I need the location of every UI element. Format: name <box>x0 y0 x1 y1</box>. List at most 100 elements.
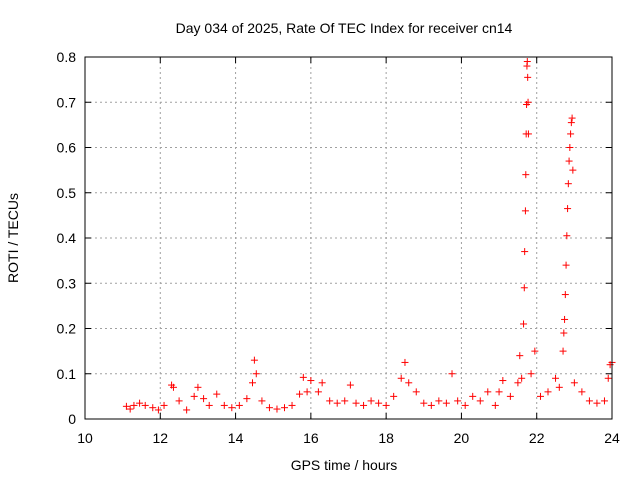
data-point <box>352 399 360 407</box>
data-point <box>476 397 484 405</box>
data-point <box>252 370 260 378</box>
data-point <box>243 395 251 403</box>
data-point <box>563 232 571 240</box>
x-tick-label: 12 <box>152 430 168 446</box>
data-point <box>360 401 368 409</box>
data-point <box>149 404 157 412</box>
data-point <box>569 166 577 174</box>
data-point <box>341 397 349 405</box>
data-point <box>461 401 469 409</box>
y-axis-ticks: 0 0.1 0.2 0.3 0.4 0.5 0.6 0.7 0.8 <box>57 49 612 427</box>
data-point <box>454 397 462 405</box>
grid-lines <box>85 57 612 419</box>
data-point <box>190 392 198 400</box>
data-point <box>273 405 281 413</box>
data-point <box>524 98 532 106</box>
data-point <box>523 58 531 66</box>
data-point <box>136 399 144 407</box>
data-point <box>578 388 586 396</box>
data-point <box>435 397 443 405</box>
data-point <box>520 284 528 292</box>
data-point <box>522 171 530 179</box>
data-point <box>213 390 221 398</box>
data-point <box>524 73 532 81</box>
y-tick-label: 0 <box>68 411 76 427</box>
data-point <box>570 379 578 387</box>
x-tick-label: 22 <box>529 430 545 446</box>
data-points <box>122 58 616 414</box>
data-point <box>420 399 428 407</box>
data-point <box>281 404 289 412</box>
data-point <box>326 397 334 405</box>
data-point <box>397 374 405 382</box>
data-point <box>249 379 257 387</box>
data-point <box>491 401 499 409</box>
data-point <box>442 399 450 407</box>
data-point <box>585 397 593 405</box>
data-point <box>564 205 572 213</box>
data-point <box>375 399 383 407</box>
data-point <box>506 392 514 400</box>
x-tick-label: 24 <box>604 430 620 446</box>
data-point <box>205 401 213 409</box>
y-axis-title: ROTI / TECUs <box>5 193 21 283</box>
data-point <box>561 291 569 299</box>
data-point <box>516 352 524 360</box>
data-point <box>183 406 191 414</box>
data-point <box>561 315 569 323</box>
y-tick-label: 0.8 <box>57 49 77 65</box>
y-tick-label: 0.7 <box>57 94 77 110</box>
data-point <box>220 401 228 409</box>
data-point <box>600 397 608 405</box>
data-point <box>567 119 575 127</box>
data-point <box>194 383 202 391</box>
data-point <box>484 388 492 396</box>
data-point <box>405 379 413 387</box>
data-point <box>604 374 612 382</box>
y-tick-label: 0.6 <box>57 140 77 156</box>
data-point <box>448 370 456 378</box>
data-point <box>524 130 532 138</box>
data-point <box>154 406 162 414</box>
y-tick-label: 0.4 <box>57 230 77 246</box>
data-point <box>160 401 168 409</box>
data-point <box>175 397 183 405</box>
data-point <box>299 373 307 381</box>
data-point <box>390 392 398 400</box>
data-point <box>412 388 420 396</box>
data-point <box>401 358 409 366</box>
data-point <box>531 347 539 355</box>
data-point <box>520 320 528 328</box>
data-point <box>499 377 507 385</box>
data-point <box>566 144 574 151</box>
data-point <box>228 404 236 412</box>
data-point <box>265 404 273 412</box>
y-tick-label: 0.1 <box>57 366 77 382</box>
x-tick-label: 10 <box>77 430 93 446</box>
data-point <box>314 388 322 396</box>
data-point <box>568 114 576 122</box>
data-point <box>593 399 601 407</box>
data-point <box>307 377 315 385</box>
data-point <box>303 388 311 396</box>
data-point <box>367 397 375 405</box>
plot-frame <box>84 56 613 420</box>
data-point <box>567 130 575 138</box>
x-tick-label: 14 <box>228 430 244 446</box>
data-point <box>564 180 572 188</box>
y-tick-label: 0.3 <box>57 275 77 291</box>
data-point <box>258 397 266 405</box>
data-point <box>559 347 567 355</box>
chart-title: Day 034 of 2025, Rate Of TEC Index for r… <box>176 20 513 36</box>
data-point <box>126 405 134 413</box>
data-point <box>521 248 529 256</box>
data-point <box>200 395 208 403</box>
data-point <box>514 379 522 387</box>
x-axis-title: GPS time / hours <box>291 457 398 473</box>
data-point <box>235 401 243 409</box>
data-point <box>555 383 563 391</box>
x-axis-ticks: 10 12 14 16 18 20 22 24 <box>77 57 620 446</box>
y-tick-label: 0.2 <box>57 321 77 337</box>
x-tick-label: 16 <box>303 430 319 446</box>
